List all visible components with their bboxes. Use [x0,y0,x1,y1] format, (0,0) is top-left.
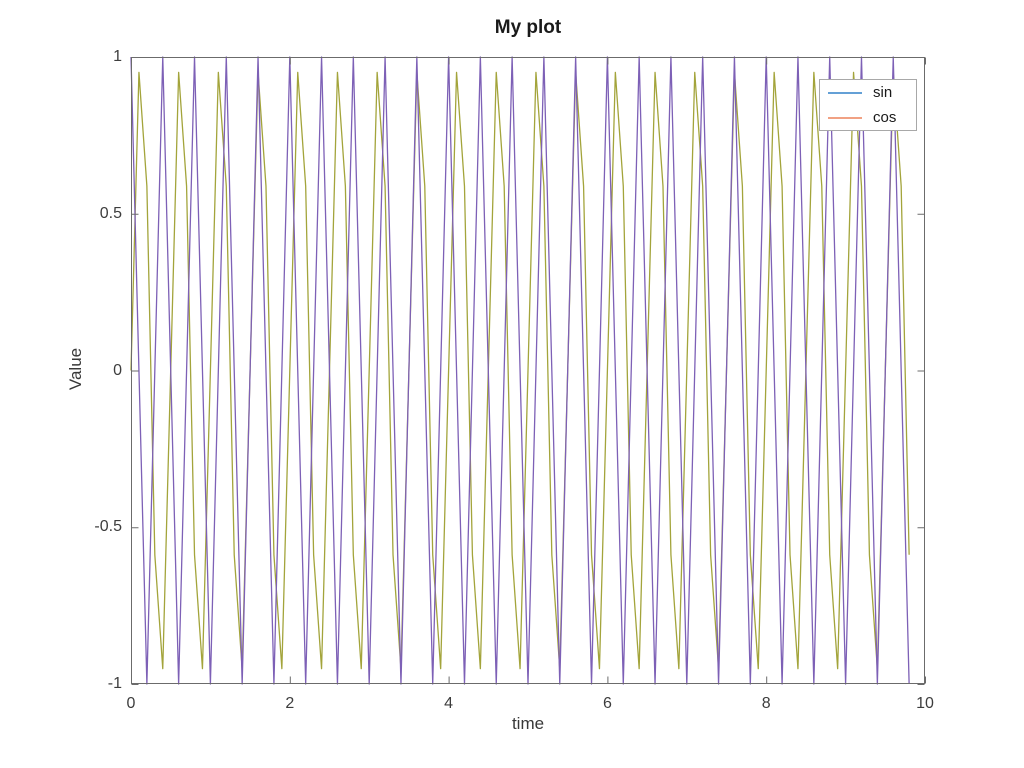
y-tick-label: 1 [113,48,122,65]
legend: sin cos [819,79,917,131]
legend-label-cos: cos [873,109,897,126]
y-tick-label: 0.5 [99,204,122,222]
y-tick-label: 0 [113,361,122,379]
y-tick-label: -0.5 [94,518,122,536]
x-tick-label: 0 [126,695,136,712]
x-tick-label: 10 [916,695,934,712]
x-tick-label: 8 [761,695,771,712]
x-tick-label: 6 [602,695,612,712]
x-tick-label: 2 [285,695,295,712]
sin-line [130,71,910,670]
x-tick-label: 4 [444,695,454,712]
x-axis-label: time [511,714,545,733]
cos-line-swatch [828,116,862,119]
sin-line-swatch [828,91,862,94]
legend-item-cos: cos [828,110,916,125]
y-tick-label: -1 [107,675,122,692]
cos-line [130,56,910,685]
legend-item-sin: sin [828,85,916,100]
plot-title: My plot [494,17,562,38]
legend-label-sin: sin [873,84,893,101]
